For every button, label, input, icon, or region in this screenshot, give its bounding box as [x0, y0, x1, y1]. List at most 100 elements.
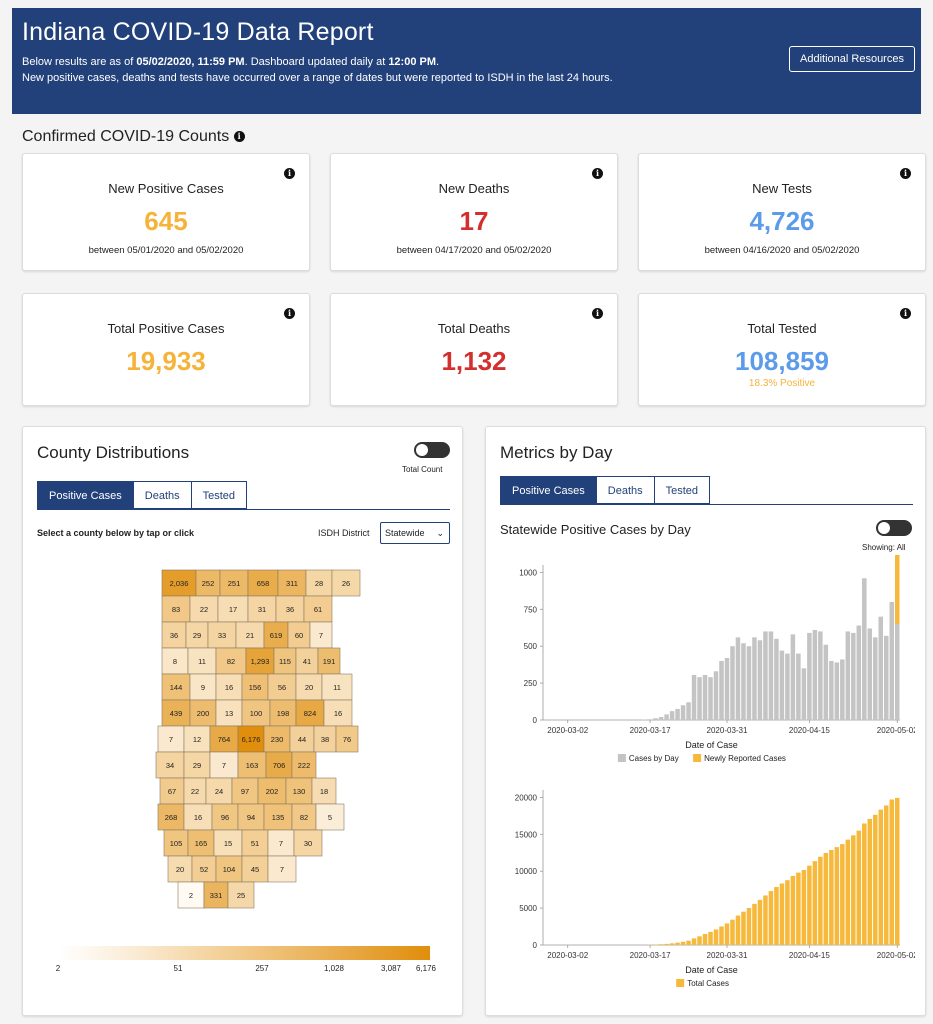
county-cell[interactable] [163, 829, 189, 857]
county-cell[interactable] [241, 673, 269, 701]
chart-bar[interactable] [812, 861, 818, 945]
legend-label[interactable]: Cases by Day [629, 754, 679, 763]
chart-bar[interactable] [785, 880, 790, 945]
county-cell[interactable] [237, 803, 265, 831]
chart-bar[interactable] [719, 926, 724, 945]
chart-bar[interactable] [680, 705, 686, 720]
county-cell[interactable] [209, 751, 239, 779]
chart-bar[interactable] [730, 646, 735, 720]
tab-positive-cases[interactable]: Positive Cases [500, 476, 597, 504]
info-icon[interactable]: i [284, 308, 295, 319]
chart-bar[interactable] [840, 844, 845, 945]
chart-bar[interactable] [796, 653, 801, 720]
chart-bar[interactable] [785, 653, 790, 720]
county-cell[interactable] [157, 725, 185, 753]
chart-bar[interactable] [746, 646, 752, 720]
tab-tested[interactable]: Tested [191, 481, 248, 509]
chart-bar[interactable] [697, 677, 702, 720]
chart-bar[interactable] [741, 643, 746, 720]
county-cell[interactable] [315, 803, 345, 831]
chart-bar[interactable] [697, 936, 702, 945]
chart-bar[interactable] [851, 632, 856, 720]
chart-bar[interactable] [834, 847, 840, 945]
chart-bar[interactable] [719, 660, 724, 720]
chart-bar[interactable] [823, 644, 829, 720]
chart-bar[interactable] [829, 660, 834, 720]
chart-bar[interactable] [845, 631, 851, 720]
info-icon[interactable]: i [900, 168, 911, 179]
chart-bar[interactable] [856, 830, 862, 945]
chart-bar[interactable] [834, 662, 840, 720]
chart-bar[interactable] [752, 637, 757, 720]
county-cell[interactable] [167, 855, 193, 883]
county-cell[interactable] [207, 621, 237, 649]
chart-bar[interactable] [889, 601, 895, 720]
chart-bar[interactable] [856, 625, 862, 720]
county-cell[interactable] [213, 829, 243, 857]
chart-bar[interactable] [889, 799, 895, 945]
chart-bar[interactable] [790, 634, 796, 720]
legend-label[interactable]: Newly Reported Cases [704, 754, 786, 763]
tab-tested[interactable]: Tested [654, 476, 711, 504]
chart-bar[interactable] [647, 719, 653, 720]
county-cell[interactable] [295, 673, 323, 701]
chart-bar[interactable] [686, 702, 691, 720]
chart-bar[interactable] [757, 899, 763, 945]
county-cell[interactable] [161, 621, 187, 649]
chart-bar[interactable] [867, 628, 873, 720]
chart-bar[interactable] [774, 886, 779, 945]
county-cell[interactable] [257, 777, 287, 805]
chart-bar[interactable] [708, 677, 713, 720]
chart-bar[interactable] [884, 805, 889, 945]
chart-bar[interactable] [774, 638, 779, 720]
tab-deaths[interactable]: Deaths [596, 476, 655, 504]
chart-bar[interactable] [763, 631, 768, 720]
county-cell[interactable] [291, 751, 317, 779]
chart-bar[interactable] [779, 650, 785, 720]
chart-bar[interactable] [818, 631, 823, 720]
chart-bar[interactable] [669, 711, 675, 720]
chart-bar[interactable] [735, 637, 741, 720]
chart-bar[interactable] [658, 944, 664, 945]
showing-all-toggle[interactable] [876, 520, 912, 536]
county-cell[interactable] [293, 829, 323, 857]
chart-bar[interactable] [823, 852, 829, 945]
district-select[interactable]: Statewide ⌄ [380, 522, 450, 544]
county-cell[interactable] [219, 569, 249, 597]
chart-bar[interactable] [713, 929, 719, 945]
county-cell[interactable] [191, 855, 217, 883]
tab-deaths[interactable]: Deaths [133, 481, 192, 509]
chart-bar[interactable] [724, 658, 730, 720]
chart-bar[interactable] [829, 850, 834, 945]
chart-bar[interactable] [713, 671, 719, 720]
county-cell[interactable] [291, 803, 317, 831]
chart-bar[interactable] [664, 714, 669, 720]
tab-positive-cases[interactable]: Positive Cases [37, 481, 134, 509]
chart-bar[interactable] [735, 915, 741, 945]
chart-bar[interactable] [801, 870, 807, 945]
chart-bar[interactable] [878, 809, 884, 945]
chart-bar[interactable] [845, 839, 851, 945]
county-cell[interactable] [189, 673, 217, 701]
county-cell[interactable] [237, 751, 267, 779]
info-icon[interactable]: i [284, 168, 295, 179]
county-cell[interactable] [155, 751, 185, 779]
chart-bar[interactable] [790, 875, 796, 945]
county-cell[interactable] [187, 647, 217, 675]
county-cell[interactable] [331, 569, 361, 597]
info-icon[interactable]: i [592, 168, 603, 179]
chart-bar[interactable] [768, 631, 774, 720]
county-cell[interactable] [241, 829, 269, 857]
info-icon[interactable]: i [592, 308, 603, 319]
county-cell[interactable] [183, 725, 211, 753]
county-cell[interactable] [275, 595, 305, 623]
county-cell[interactable] [215, 647, 247, 675]
county-cell[interactable] [177, 881, 205, 909]
chart-bar[interactable] [895, 624, 900, 720]
chart-bar[interactable] [669, 943, 675, 945]
chart-bar[interactable] [746, 908, 752, 945]
chart-bar[interactable] [878, 616, 884, 720]
chart-bar[interactable] [763, 895, 768, 945]
chart-bar[interactable] [862, 578, 867, 720]
county-cell[interactable] [335, 725, 359, 753]
